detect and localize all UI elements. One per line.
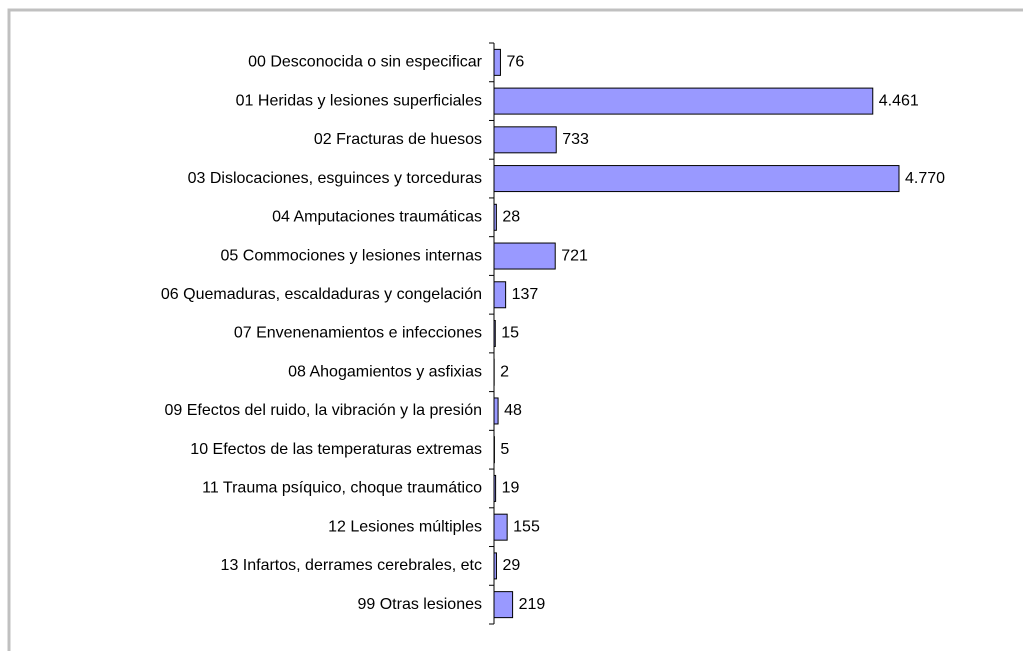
value-label: 137	[512, 286, 539, 303]
value-label: 219	[519, 596, 546, 613]
category-label: 09 Efectos del ruido, la vibración y la …	[164, 402, 482, 419]
bar	[493, 513, 508, 541]
category-label: 03 Dislocaciones, esguinces y torceduras	[188, 170, 482, 187]
value-label: 2	[500, 363, 509, 380]
bar	[493, 320, 496, 347]
value-label: 76	[506, 54, 524, 71]
category-label: 00 Desconocida o sin especificar	[248, 54, 483, 71]
bar	[493, 165, 900, 193]
value-label: 29	[502, 557, 520, 574]
category-label: 08 Ahogamientos y asfixias	[288, 363, 482, 380]
value-label: 5	[500, 441, 509, 458]
bar	[493, 397, 499, 425]
category-label: 05 Commociones y lesiones internas	[221, 247, 482, 264]
category-label: 12 Lesiones múltiples	[328, 518, 482, 535]
value-label: 4.461	[879, 92, 919, 109]
category-label: 07 Envenenamientos e infecciones	[234, 325, 482, 342]
category-label: 99 Otras lesiones	[357, 596, 482, 613]
bar	[493, 126, 557, 154]
bar	[493, 87, 874, 115]
category-label: 13 Infartos, derrames cerebrales, etc	[221, 557, 482, 574]
category-label: 11 Trauma psíquico, choque traumático	[202, 480, 482, 497]
category-label: 01 Heridas y lesiones superficiales	[236, 92, 482, 109]
value-label: 155	[513, 518, 540, 535]
bar	[493, 591, 514, 619]
category-label: 10 Efectos de las temperaturas extremas	[190, 441, 482, 458]
category-label: 06 Quemaduras, escaldaduras y congelació…	[161, 286, 482, 303]
value-label: 19	[502, 480, 520, 497]
bar	[493, 242, 556, 270]
value-label: 4.770	[905, 170, 945, 187]
frame	[7, 8, 1023, 651]
value-label: 721	[561, 247, 588, 264]
value-label: 733	[562, 131, 589, 148]
category-label: 04 Amputaciones traumáticas	[272, 209, 482, 226]
bar	[493, 281, 507, 309]
value-label: 15	[501, 325, 519, 342]
bar	[493, 552, 497, 580]
bar	[493, 203, 497, 231]
bar	[493, 48, 501, 76]
bar	[493, 474, 497, 502]
category-label: 02 Fracturas de huesos	[314, 131, 482, 148]
value-label: 48	[504, 402, 522, 419]
value-label: 28	[502, 209, 520, 226]
